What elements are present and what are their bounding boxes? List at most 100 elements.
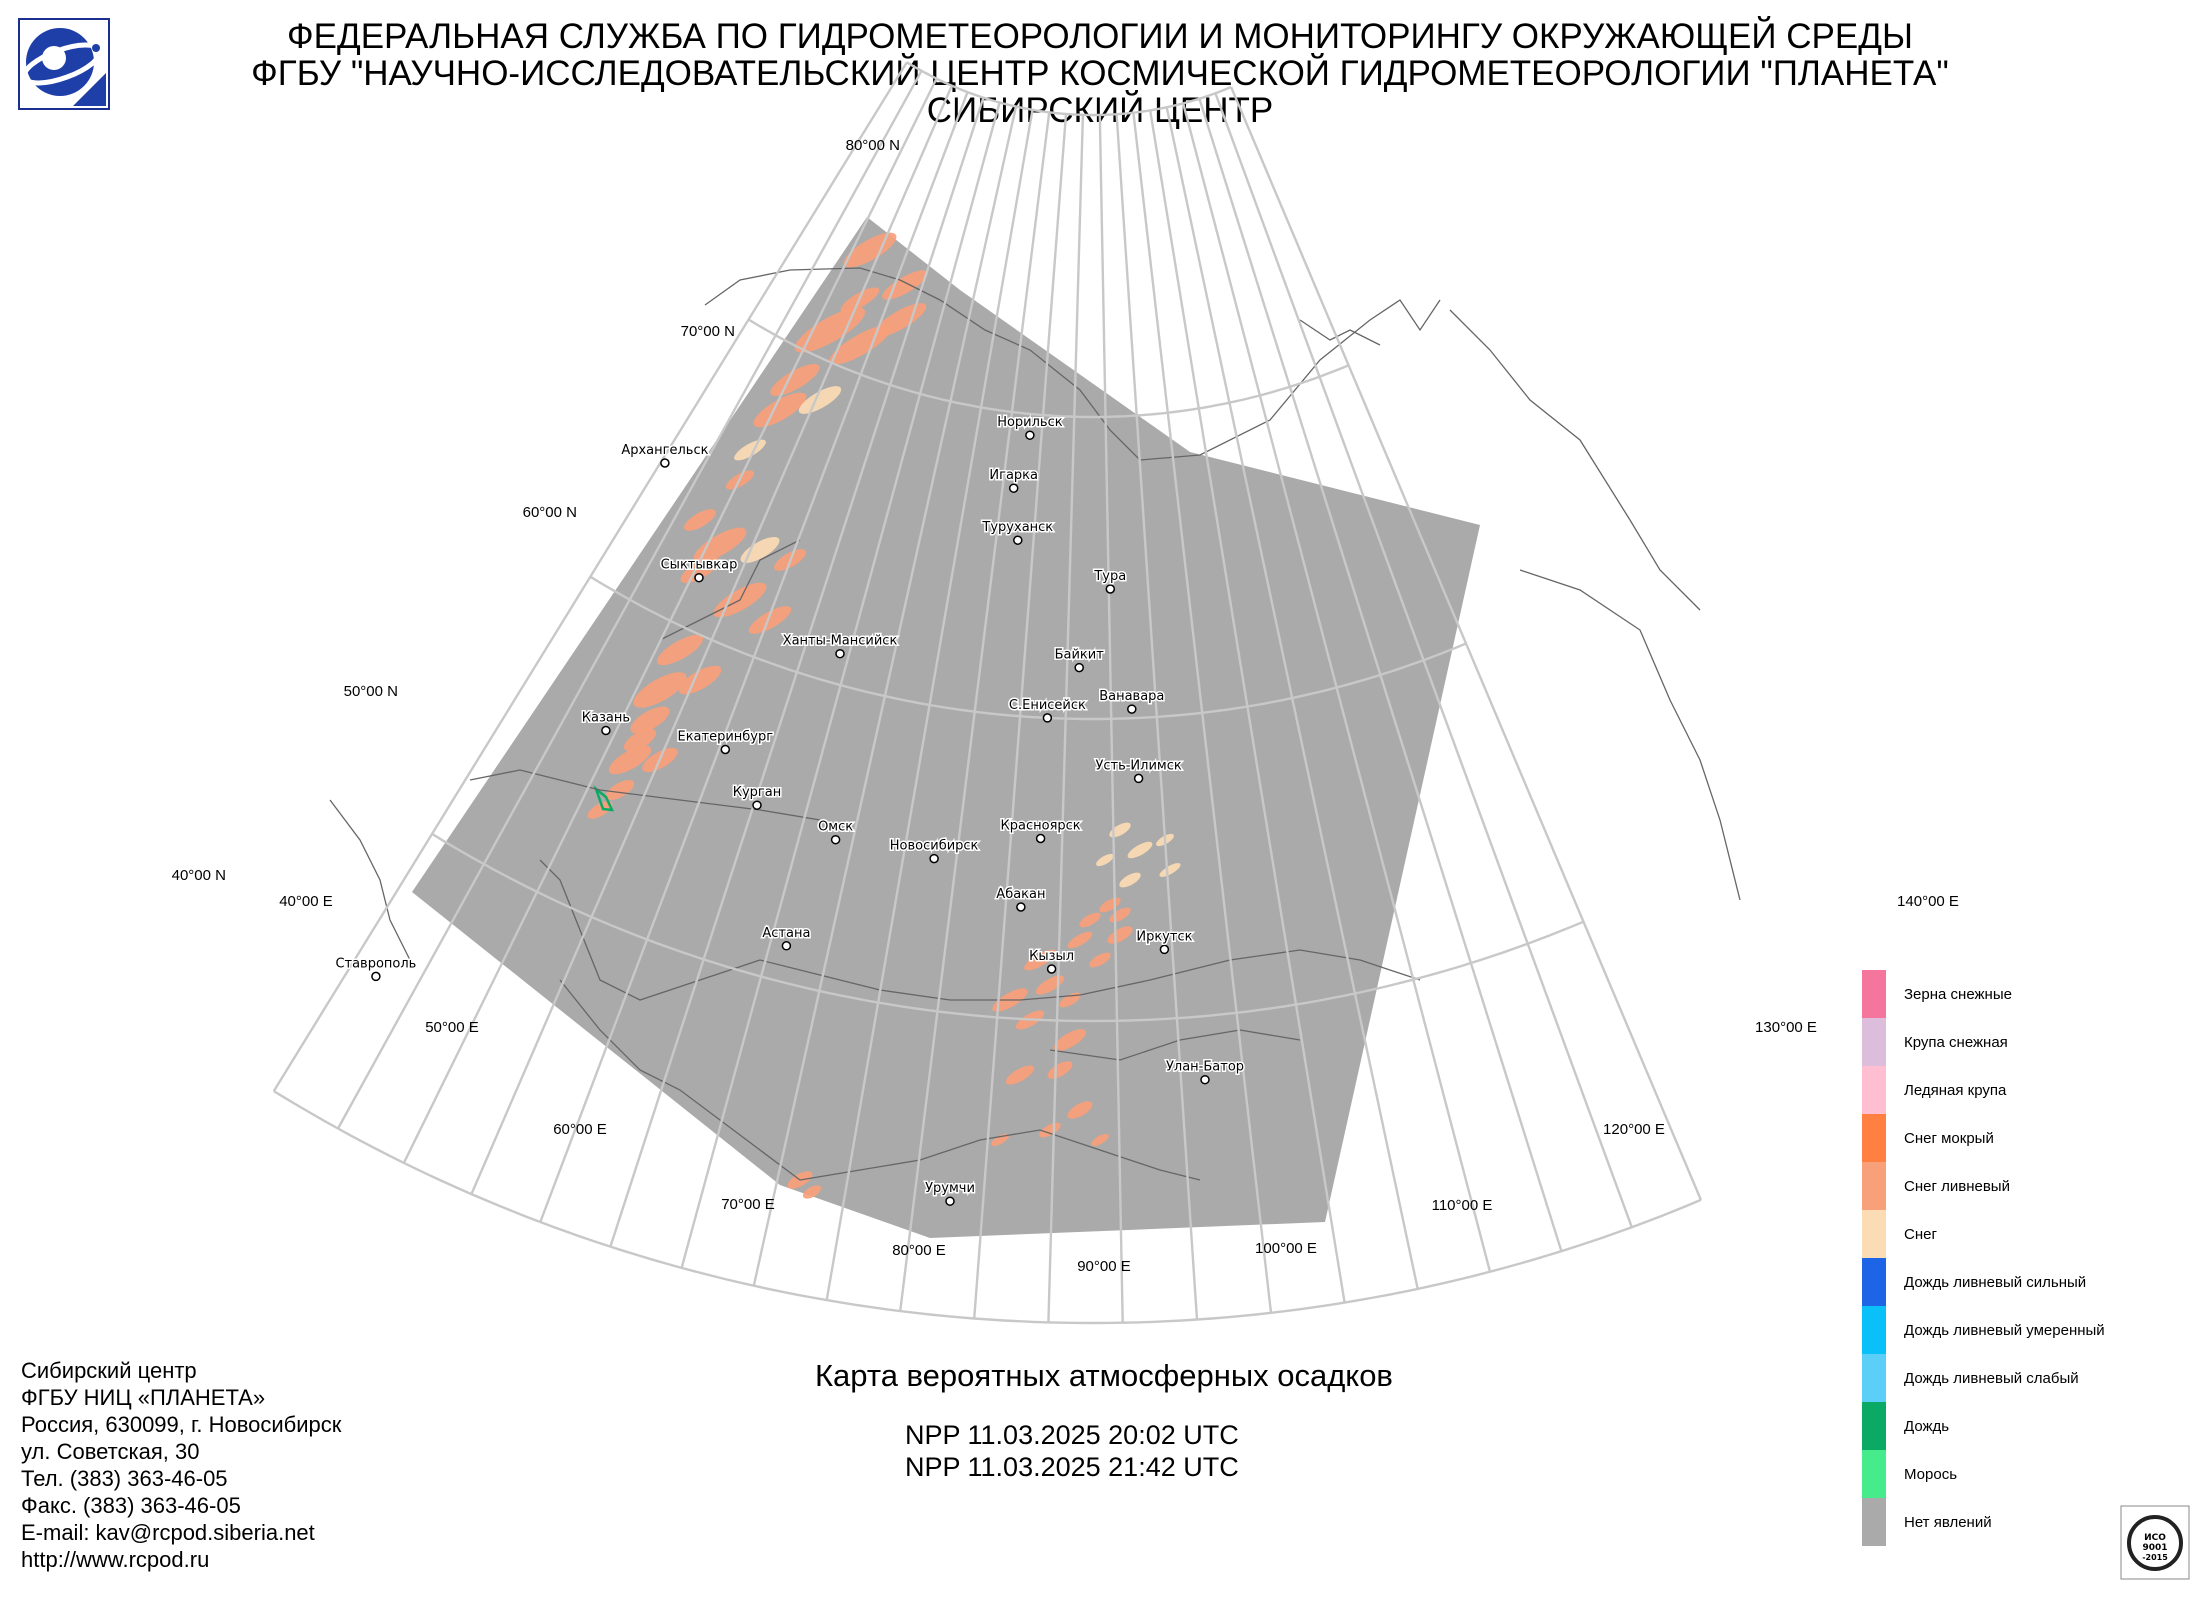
- city-label: Екатеринбург: [677, 730, 773, 745]
- longitude-label: 140°00 E: [1897, 893, 1959, 910]
- precipitation-area: [1079, 912, 1101, 928]
- city-dot: [1035, 833, 1046, 844]
- precipitation-area: [1039, 1122, 1061, 1138]
- legend-item: Снег: [1862, 1210, 2200, 1258]
- meridian-115: [1149, 110, 1346, 1303]
- city-label: Норильск: [997, 415, 1063, 430]
- org-line: ФГБУ НИЦ «ПЛАНЕТА»: [21, 1385, 266, 1410]
- precipitation-area: [1024, 949, 1056, 971]
- precipitation-area: [608, 745, 652, 775]
- city-dot: [601, 725, 611, 736]
- city-dot: [1200, 1074, 1210, 1085]
- city-dot: [1105, 584, 1116, 594]
- city-label: Курган: [733, 785, 781, 800]
- latitude-label: 50°00 N: [344, 683, 398, 700]
- city-marker: Усть-Илимск: [1094, 757, 1183, 784]
- precipitation-area: [587, 801, 613, 819]
- meridian-100: [1098, 114, 1124, 1323]
- legend-item: Нет явлений: [1862, 1498, 2200, 1546]
- legend-swatch: [1862, 970, 1886, 1018]
- city-dot: [1133, 773, 1144, 784]
- city-marker: Туруханск: [980, 519, 1055, 545]
- city-marker: Кызыл: [1028, 948, 1076, 974]
- city-dot: [1008, 483, 1019, 493]
- precipitation-area: [1059, 992, 1081, 1008]
- precipitation-area: [1109, 822, 1131, 838]
- coastline: [1299, 319, 1381, 346]
- precipitation-area: [882, 270, 928, 300]
- precipitation-area: [1159, 863, 1181, 877]
- coastline: [1519, 569, 1741, 901]
- legend-label: Ледяная крупа: [1904, 1081, 2007, 1099]
- city-marker: Казань: [580, 709, 632, 736]
- legend-swatch: [1862, 1354, 1886, 1402]
- legend-label: Зерна снежные: [1904, 985, 2012, 1003]
- city-dot: [1016, 902, 1026, 912]
- legend-label: Дождь ливневый умеренный: [1904, 1321, 2105, 1339]
- precipitation-area: [1067, 931, 1093, 949]
- longitude-label: 60°00 E: [553, 1121, 607, 1138]
- meridian-55: [470, 85, 953, 1195]
- org-email[interactable]: E-mail: kav@rcpod.siberia.net: [21, 1520, 315, 1545]
- city-dot: [752, 800, 762, 810]
- legend-label: Дождь: [1904, 1417, 1950, 1435]
- meridian-110: [1132, 112, 1273, 1313]
- city-marker: Архангельск: [620, 442, 710, 468]
- coastline: [799, 1129, 1201, 1181]
- meridian-75: [752, 106, 1018, 1286]
- city-label: Кызыл: [1029, 949, 1074, 964]
- city-label: Ханты-Мансийск: [783, 634, 898, 649]
- precipitation-area: [991, 1133, 1009, 1147]
- city-dot: [830, 834, 841, 845]
- city-marker: Новосибирск: [888, 837, 980, 864]
- org-website[interactable]: http://www.rcpod.ru: [21, 1547, 210, 1572]
- city-label: С.Енисейск: [1009, 698, 1086, 713]
- precipitation-area: [798, 386, 842, 414]
- legend-item: Ледяная крупа: [1862, 1066, 2200, 1114]
- meridian-60: [539, 91, 969, 1223]
- meridian-70: [680, 102, 1001, 1269]
- meridian-40: [272, 61, 908, 1092]
- precipitation-area: [1089, 952, 1111, 968]
- city-marker: Улан-Батор: [1164, 1058, 1246, 1085]
- legend-item: Крупа снежная: [1862, 1018, 2200, 1066]
- precipitation-area: [740, 537, 780, 563]
- precipitation-area: [1107, 926, 1133, 944]
- legend-item: Дождь ливневый сильный: [1862, 1258, 2200, 1306]
- longitude-label: 120°00 E: [1603, 1121, 1665, 1138]
- city-marker: Норильск: [996, 414, 1064, 440]
- city-dot: [720, 744, 731, 755]
- latitude-label: 40°00 N: [172, 867, 226, 884]
- city-marker: Урумчи: [924, 1180, 976, 1206]
- city-dot: [1127, 704, 1137, 714]
- legend-label: Снег ливневый: [1904, 1177, 2010, 1195]
- legend-item: Зерна снежные: [1862, 970, 2200, 1018]
- svg-text:-2015: -2015: [2142, 1553, 2168, 1562]
- legend-swatch: [1862, 1450, 1886, 1498]
- header: ФЕДЕРАЛЬНАЯ СЛУЖБА ПО ГИДРОМЕТЕОРОЛОГИИ …: [0, 18, 2200, 129]
- legend-swatch: [1862, 1498, 1886, 1546]
- precipitation-area: [1047, 1061, 1073, 1079]
- city-dot: [371, 971, 381, 982]
- city-label: Байкит: [1055, 648, 1105, 663]
- city-marker: Иркутск: [1135, 928, 1194, 955]
- precipitation-area: [657, 634, 703, 666]
- coastline: [1079, 949, 1421, 996]
- precipitation-area: [684, 509, 716, 531]
- meridian-105: [1115, 114, 1199, 1320]
- coastline: [469, 769, 821, 821]
- city-label: Улан-Батор: [1166, 1060, 1244, 1075]
- precipitation-area: [753, 392, 807, 428]
- city-label: Урумчи: [925, 1181, 975, 1196]
- map-title: Карта вероятных атмосферных осадков: [815, 1358, 1393, 1393]
- precipitation-area: [1054, 1029, 1086, 1051]
- city-label: Туруханск: [981, 520, 1053, 535]
- meridian-120: [1165, 107, 1419, 1290]
- precipitation-area: [623, 728, 657, 752]
- precipitation-area: [678, 665, 722, 695]
- rain-area: [593, 785, 615, 812]
- precipitation-area: [802, 1185, 822, 1199]
- meridian-140: [1229, 86, 1703, 1201]
- satellite-pass-2: NPP 11.03.2025 21:42 UTC: [905, 1452, 1239, 1482]
- longitude-label: 110°00 E: [1432, 1197, 1493, 1214]
